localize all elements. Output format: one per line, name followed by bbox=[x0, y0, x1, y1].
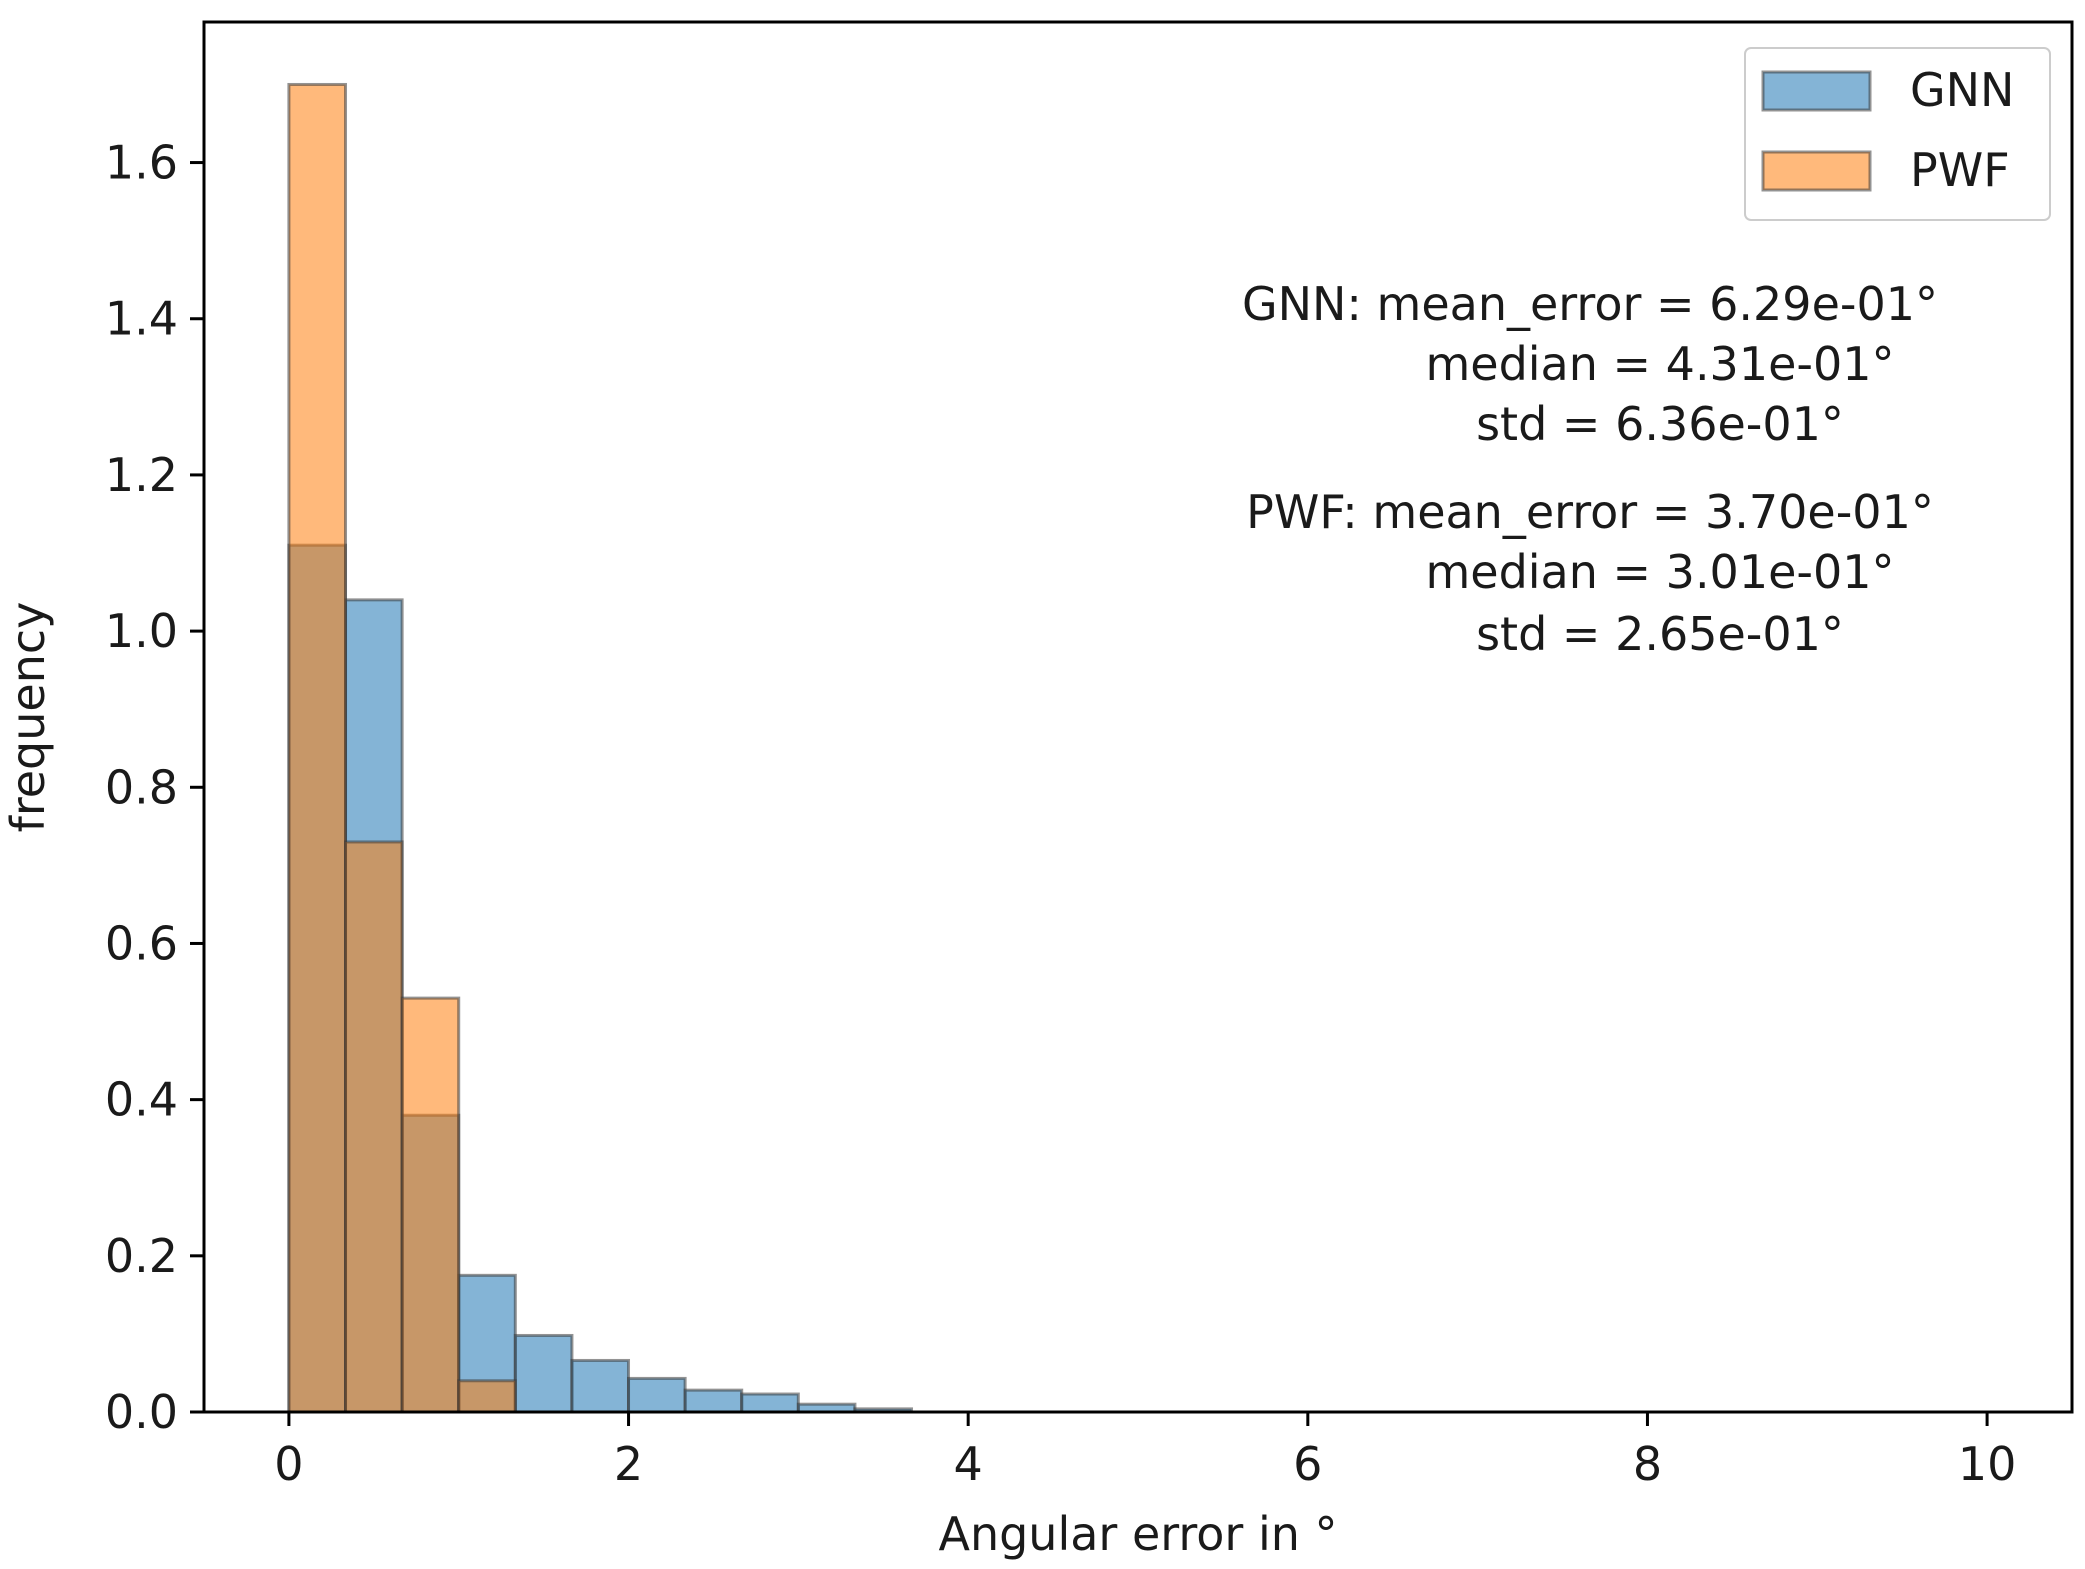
x-tick-label-4: 8 bbox=[1633, 1437, 1662, 1491]
x-tick-label-2: 4 bbox=[954, 1437, 983, 1491]
legend-label-pwf: PWF bbox=[1910, 143, 2010, 197]
pwf-bar-2 bbox=[400, 996, 461, 1414]
gnn-bar-5 bbox=[570, 1358, 631, 1414]
pwf-median-text: median = 3.01e-01° bbox=[1425, 545, 1894, 599]
pwf-std-text: std = 2.65e-01° bbox=[1476, 607, 1844, 661]
gnn-bar-8 bbox=[740, 1392, 800, 1414]
axes-frame bbox=[202, 20, 2074, 1414]
gnn-mean-error-text: GNN: mean_error = 6.29e-01° bbox=[1242, 277, 1938, 331]
gnn-bar-4 bbox=[513, 1333, 574, 1414]
legend-swatch-gnn bbox=[1761, 70, 1872, 112]
stats-annotation: GNN: mean_error = 6.29e-01° median = 4.3… bbox=[1242, 277, 1938, 661]
x-tick-label-1: 2 bbox=[614, 1437, 643, 1491]
y-tick-label-7: 1.4 bbox=[105, 292, 178, 346]
x-tick-label-5: 10 bbox=[1958, 1437, 2017, 1491]
axis-ticks: 0 2 4 6 8 10 0.0 0.2 0.4 0.6 0.8 1.0 1.2 1.4 1.6 bbox=[105, 136, 2017, 1491]
pwf-bar-3 bbox=[457, 1379, 517, 1414]
x-tick-label-3: 6 bbox=[1293, 1437, 1322, 1491]
gnn-std-text: std = 6.36e-01° bbox=[1476, 397, 1844, 451]
x-tick-label-0: 0 bbox=[274, 1437, 303, 1491]
legend: GNN PWF bbox=[1744, 47, 2051, 221]
legend-swatch-pwf bbox=[1761, 150, 1872, 192]
y-tick-label-6: 1.2 bbox=[105, 448, 178, 502]
x-axis-label: Angular error in ° bbox=[938, 1507, 1337, 1561]
legend-label-gnn: GNN bbox=[1910, 63, 2014, 117]
y-tick-label-5: 1.0 bbox=[105, 604, 178, 658]
y-tick-label-8: 1.6 bbox=[105, 136, 178, 190]
y-tick-label-4: 0.8 bbox=[105, 760, 178, 814]
pwf-bar-0 bbox=[287, 82, 348, 1414]
gnn-median-text: median = 4.31e-01° bbox=[1425, 337, 1894, 391]
gnn-bar-6 bbox=[627, 1376, 687, 1414]
y-tick-label-3: 0.6 bbox=[105, 916, 178, 970]
y-tick-label-1: 0.2 bbox=[105, 1229, 178, 1283]
pwf-mean-error-text: PWF: mean_error = 3.70e-01° bbox=[1246, 485, 1934, 539]
y-axis-label: frequency bbox=[1, 602, 55, 833]
gnn-bar-7 bbox=[683, 1388, 744, 1414]
y-tick-label-2: 0.4 bbox=[105, 1073, 178, 1127]
plot-frame bbox=[202, 20, 2074, 1414]
pwf-bar-1 bbox=[344, 840, 404, 1414]
y-tick-label-0: 0.0 bbox=[105, 1385, 178, 1439]
